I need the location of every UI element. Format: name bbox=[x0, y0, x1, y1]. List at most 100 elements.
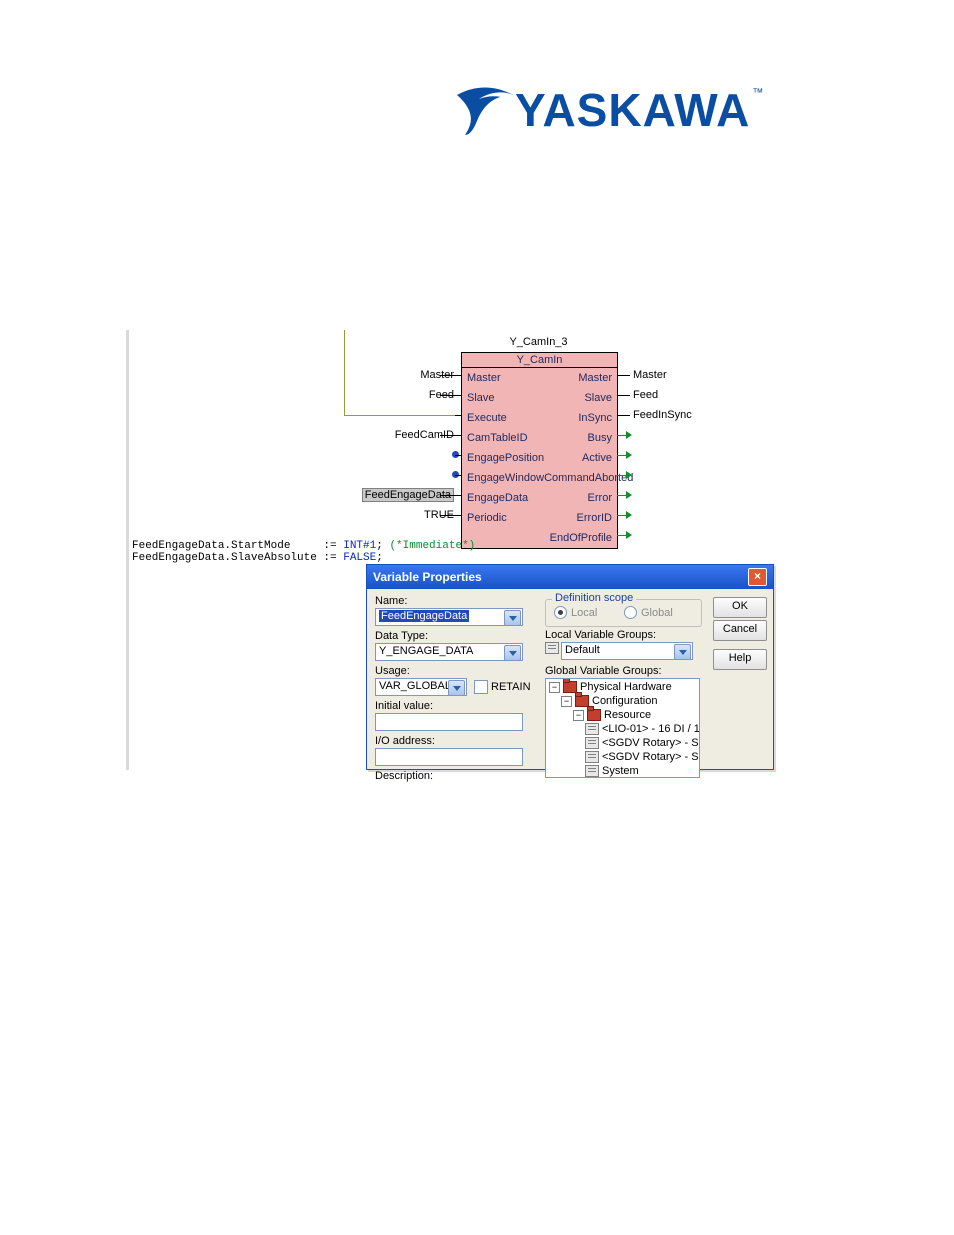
wire bbox=[455, 435, 461, 436]
label-desc: Description: bbox=[375, 770, 433, 782]
wire bbox=[440, 435, 455, 436]
retain-checkbox[interactable]: RETAIN bbox=[474, 680, 531, 694]
ioaddr-field[interactable] bbox=[375, 748, 523, 766]
function-block[interactable]: Y_CamIn Master Master Slave Slave Execute I… bbox=[461, 352, 618, 549]
worksheet-icon bbox=[585, 723, 599, 735]
wire bbox=[455, 395, 461, 396]
tree-row[interactable]: −Resource bbox=[549, 708, 700, 722]
chevron-down-icon[interactable] bbox=[674, 644, 691, 660]
fb-instance-name: Y_CamIn_3 bbox=[461, 336, 616, 348]
tree-row[interactable]: −Physical Hardware bbox=[549, 680, 700, 694]
wire bbox=[455, 415, 461, 416]
yaskawa-swoosh-icon bbox=[455, 83, 515, 138]
pin-slave-in: Slave bbox=[467, 392, 495, 404]
wire bbox=[440, 495, 455, 496]
variable-properties-dialog: Variable Properties × Name: FeedEngageDa… bbox=[366, 564, 774, 770]
pin-errorid: ErrorID bbox=[577, 512, 612, 524]
label-name: Name: bbox=[375, 595, 407, 607]
folder-icon bbox=[587, 709, 601, 721]
usage-value: VAR_GLOBAL bbox=[379, 680, 451, 692]
wire bbox=[440, 375, 455, 376]
label-globalgroups: Global Variable Groups: bbox=[545, 665, 662, 677]
pin-slave-out: Slave bbox=[584, 392, 612, 404]
usage-combo[interactable]: VAR_GLOBAL bbox=[375, 678, 467, 696]
wire bbox=[455, 515, 461, 516]
chevron-down-icon[interactable] bbox=[448, 680, 465, 696]
chevron-down-icon[interactable] bbox=[504, 645, 521, 661]
pin-insync: InSync bbox=[578, 412, 612, 424]
wire bbox=[617, 415, 630, 416]
editor-gutter bbox=[126, 330, 129, 770]
pin-periodic: Periodic bbox=[467, 512, 507, 524]
ok-button[interactable]: OK bbox=[713, 597, 767, 618]
arrow-out-icon bbox=[626, 491, 632, 499]
wire bbox=[440, 395, 455, 396]
logo-tm: ™ bbox=[752, 87, 764, 99]
pin-error: Error bbox=[588, 492, 612, 504]
label-ioaddr: I/O address: bbox=[375, 735, 435, 747]
help-button[interactable]: Help bbox=[713, 649, 767, 670]
worksheet-icon bbox=[585, 765, 599, 777]
cancel-button[interactable]: Cancel bbox=[713, 620, 767, 641]
radio-global-label: Global bbox=[641, 607, 673, 619]
pin-engagewin: EngageWindow bbox=[467, 472, 544, 484]
dialog-title: Variable Properties bbox=[373, 570, 482, 584]
logo-text: YASKAWA bbox=[515, 83, 750, 137]
tree-row[interactable]: −Configuration bbox=[549, 694, 700, 708]
fb-type: Y_CamIn bbox=[462, 353, 617, 368]
tree-row[interactable]: <SGDV Rotary> - Sig bbox=[549, 750, 700, 764]
arrow-out-icon bbox=[626, 511, 632, 519]
pin-cmda: CommandAborted bbox=[544, 472, 633, 484]
code-line-2[interactable]: FeedEngageData.SlaveAbsolute := FALSE; bbox=[132, 552, 383, 564]
yaskawa-logo: YASKAWA ™ bbox=[455, 70, 855, 150]
wire bbox=[455, 375, 461, 376]
wire bbox=[617, 375, 630, 376]
code-line-1[interactable]: FeedEngageData.StartMode := INT#1; (*Imm… bbox=[132, 540, 475, 552]
pin-camtableid: CamTableID bbox=[467, 432, 528, 444]
tree-row[interactable]: <LIO-01> - 16 DI / 1 bbox=[549, 722, 700, 736]
defscope-group: Definition scope Local Global bbox=[545, 599, 702, 627]
pin-master-in: Master bbox=[467, 372, 501, 384]
var-slave-out[interactable]: Feed bbox=[633, 389, 658, 401]
wire bbox=[455, 495, 461, 496]
label-usage: Usage: bbox=[375, 665, 410, 677]
datatype-combo[interactable]: Y_ENGAGE_DATA bbox=[375, 643, 523, 661]
tree-row[interactable]: <SGDV Rotary> - Sig bbox=[549, 736, 700, 750]
pin-master-out: Master bbox=[578, 372, 612, 384]
var-master-out[interactable]: Master bbox=[633, 369, 667, 381]
localgroup-value: Default bbox=[565, 644, 600, 656]
worksheet-icon bbox=[585, 737, 599, 749]
tree-row[interactable]: System bbox=[549, 764, 700, 778]
pin-active: Active bbox=[582, 452, 612, 464]
pin-engagepos: EngagePosition bbox=[467, 452, 544, 464]
plc-editor-screenshot: Y_CamIn_3 Y_CamIn Master Master Slave Slav… bbox=[126, 330, 774, 770]
retain-label: RETAIN bbox=[491, 681, 531, 693]
arrow-out-icon bbox=[626, 531, 632, 539]
radio-global[interactable]: Global bbox=[624, 606, 673, 619]
arrow-out-icon bbox=[626, 471, 632, 479]
label-initval: Initial value: bbox=[375, 700, 433, 712]
initval-field[interactable] bbox=[375, 713, 523, 731]
worksheet-icon bbox=[585, 751, 599, 763]
dialog-titlebar[interactable]: Variable Properties × bbox=[367, 565, 773, 589]
globalgroups-tree[interactable]: −Physical Hardware −Configuration −Resou… bbox=[545, 678, 700, 778]
radio-icon bbox=[554, 606, 567, 619]
var-insync-out[interactable]: FeedInSync bbox=[633, 409, 692, 421]
close-icon[interactable]: × bbox=[748, 568, 767, 586]
name-combo[interactable]: FeedEngageData bbox=[375, 608, 523, 626]
arrow-out-icon bbox=[626, 431, 632, 439]
radio-local[interactable]: Local bbox=[554, 606, 597, 619]
defscope-title: Definition scope bbox=[552, 592, 636, 604]
arrow-out-icon bbox=[626, 451, 632, 459]
datatype-value: Y_ENGAGE_DATA bbox=[379, 645, 473, 657]
chevron-down-icon[interactable] bbox=[504, 610, 521, 626]
wire bbox=[440, 515, 455, 516]
checkbox-icon bbox=[474, 680, 488, 694]
pin-execute: Execute bbox=[467, 412, 507, 424]
label-localgroups: Local Variable Groups: bbox=[545, 629, 656, 641]
wire bbox=[455, 475, 461, 476]
pin-eop: EndOfProfile bbox=[550, 532, 612, 544]
wire bbox=[617, 395, 630, 396]
localgroup-combo[interactable]: Default bbox=[561, 642, 693, 660]
radio-icon bbox=[624, 606, 637, 619]
